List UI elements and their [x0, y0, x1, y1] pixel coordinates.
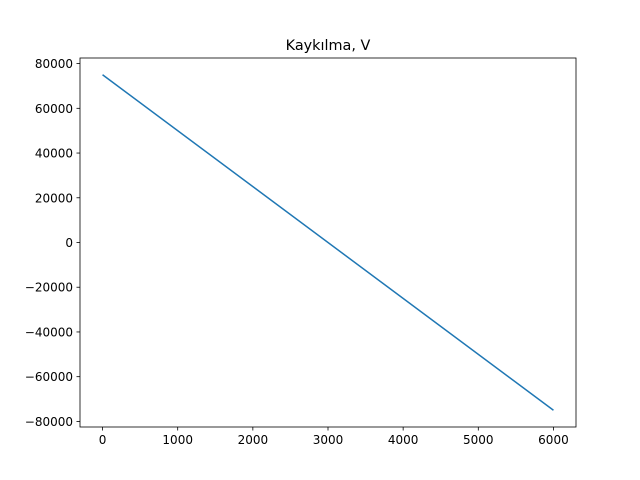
chart-title: Kaykılma, V — [286, 38, 371, 54]
x-axis: 0 1000 2000 3000 4000 5000 6000 — [99, 427, 569, 447]
plot-frame — [79, 57, 577, 428]
y-tick-label: −20000 — [25, 281, 73, 295]
x-tick-label: 4000 — [388, 433, 419, 447]
plot-layer — [102, 74, 554, 411]
y-axis: −80000 −60000 −40000 −20000 0 20000 40000 60000… — [25, 57, 80, 429]
y-tick-label: 80000 — [35, 57, 73, 71]
x-tick-label: 2000 — [238, 433, 269, 447]
y-tick-label: −40000 — [25, 325, 73, 339]
y-tick-label: 60000 — [35, 102, 73, 116]
x-tick-label: 3000 — [313, 433, 344, 447]
series-line — [102, 74, 554, 411]
y-tick-label: 20000 — [35, 191, 73, 205]
x-tick-label: 0 — [99, 433, 107, 447]
x-tick-label: 5000 — [463, 433, 494, 447]
x-tick-label: 6000 — [538, 433, 569, 447]
x-tick-label: 1000 — [162, 433, 193, 447]
y-tick-label: −80000 — [25, 415, 73, 429]
y-tick-label: 0 — [65, 236, 73, 250]
y-tick-label: −60000 — [25, 370, 73, 384]
y-tick-label: 40000 — [35, 147, 73, 161]
